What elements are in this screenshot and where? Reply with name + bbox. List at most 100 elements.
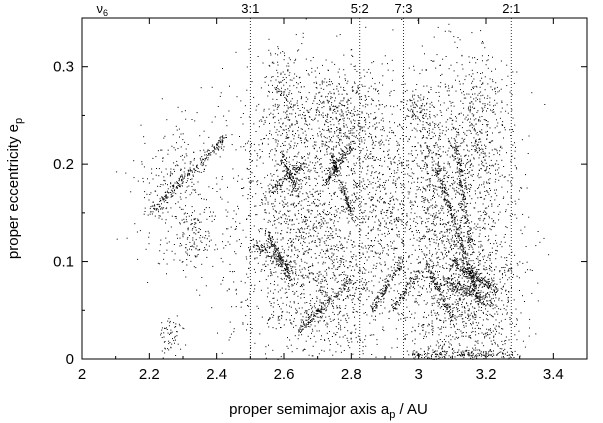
- data-point: [493, 111, 495, 113]
- data-point: [395, 328, 397, 330]
- data-point: [319, 289, 321, 291]
- data-point: [325, 173, 327, 175]
- data-point: [422, 124, 424, 126]
- data-point: [375, 237, 376, 239]
- data-point: [161, 196, 163, 198]
- data-point: [484, 119, 486, 121]
- data-point: [426, 208, 428, 210]
- data-point: [322, 112, 324, 114]
- data-point: [274, 280, 275, 282]
- data-point: [331, 303, 333, 305]
- data-point: [459, 284, 461, 285]
- data-point: [507, 191, 508, 193]
- data-point: [459, 253, 460, 255]
- data-point: [357, 87, 359, 89]
- data-point: [245, 149, 246, 151]
- data-point: [317, 205, 319, 207]
- data-point: [393, 176, 395, 177]
- data-point: [386, 210, 388, 212]
- data-point: [348, 111, 350, 113]
- data-point: [360, 77, 362, 79]
- data-point: [379, 140, 381, 142]
- data-point: [460, 89, 461, 91]
- data-point: [308, 242, 310, 244]
- data-point: [339, 130, 341, 131]
- data-point: [324, 137, 326, 139]
- data-point: [357, 218, 359, 220]
- data-point: [419, 295, 421, 297]
- data-point: [477, 151, 479, 153]
- data-point: [470, 124, 472, 126]
- data-point: [315, 162, 317, 164]
- data-point: [269, 317, 271, 319]
- data-point: [363, 286, 365, 288]
- data-point: [332, 319, 334, 321]
- data-point: [450, 268, 452, 270]
- data-point: [357, 335, 359, 337]
- data-point: [329, 84, 331, 86]
- data-point: [232, 218, 234, 220]
- data-point: [333, 164, 334, 166]
- data-point: [333, 266, 335, 268]
- data-point: [353, 241, 354, 243]
- data-point: [380, 129, 382, 131]
- data-point: [367, 217, 369, 219]
- data-point: [466, 203, 468, 205]
- data-point: [460, 330, 462, 332]
- data-point: [179, 136, 180, 138]
- data-point: [420, 238, 422, 240]
- data-point: [398, 283, 400, 285]
- data-point: [336, 35, 338, 37]
- data-point: [489, 252, 491, 253]
- data-point: [302, 274, 304, 276]
- data-point: [222, 261, 224, 263]
- data-point: [160, 184, 162, 185]
- data-point: [173, 162, 175, 164]
- data-point: [387, 69, 389, 71]
- data-point: [246, 273, 248, 275]
- data-point: [276, 170, 277, 172]
- data-point: [327, 338, 329, 340]
- data-point: [347, 103, 349, 105]
- data-point: [462, 68, 464, 70]
- data-point: [206, 249, 208, 251]
- data-point: [481, 184, 483, 186]
- data-point: [335, 112, 337, 114]
- data-point: [365, 215, 367, 217]
- data-point: [229, 235, 231, 237]
- data-point: [385, 278, 387, 280]
- data-point: [300, 204, 302, 206]
- data-point: [351, 210, 353, 212]
- data-point: [353, 192, 355, 194]
- data-point: [291, 315, 292, 316]
- data-point: [307, 73, 309, 75]
- data-point: [389, 92, 391, 94]
- data-point: [498, 167, 500, 169]
- data-point: [505, 263, 507, 265]
- data-point: [505, 209, 507, 211]
- data-point: [277, 232, 279, 234]
- data-point: [326, 248, 328, 250]
- data-point: [249, 151, 251, 153]
- data-point: [450, 327, 452, 329]
- data-point: [318, 127, 320, 129]
- data-point: [351, 87, 353, 89]
- data-point: [171, 215, 173, 217]
- data-point: [491, 203, 493, 205]
- data-point: [362, 160, 364, 162]
- data-point: [179, 223, 181, 225]
- data-point: [359, 270, 361, 272]
- data-point: [468, 172, 470, 174]
- data-point: [410, 212, 412, 214]
- data-point: [450, 64, 452, 66]
- data-point: [367, 179, 369, 181]
- data-point: [370, 103, 372, 105]
- data-point: [471, 315, 473, 317]
- data-point: [485, 214, 487, 216]
- data-point: [389, 200, 391, 202]
- data-point: [322, 64, 323, 66]
- data-point: [326, 237, 328, 239]
- data-point: [383, 201, 385, 202]
- data-point: [276, 99, 278, 100]
- data-point: [366, 98, 367, 100]
